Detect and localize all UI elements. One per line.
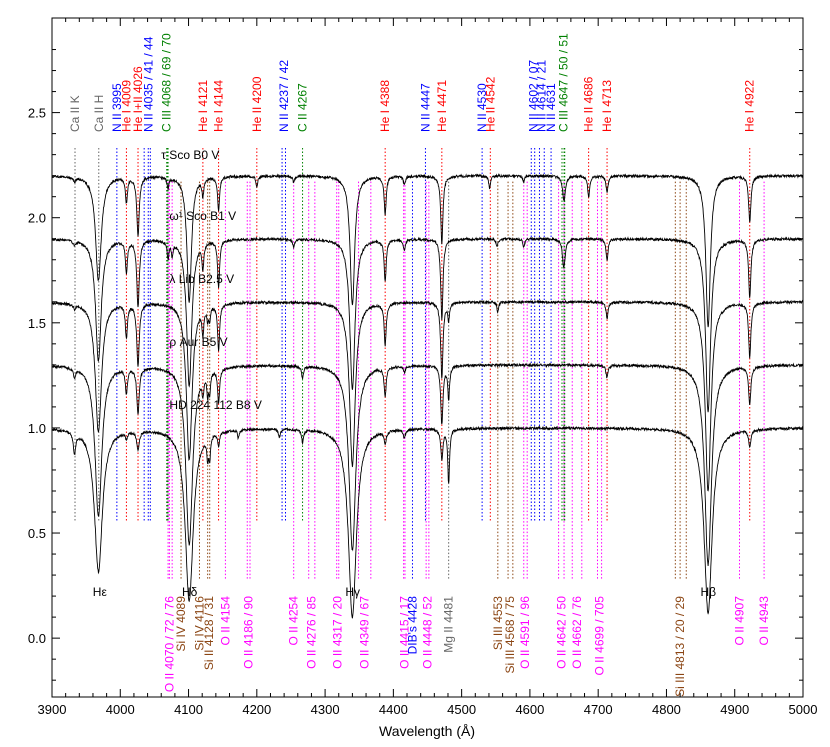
spectrum-line <box>51 236 804 413</box>
bottom-line-label: O II 4943 <box>757 596 771 646</box>
star-label: ρ Aur B5 V <box>169 335 227 349</box>
bottom-line-label: Si IV 4116 <box>192 596 206 651</box>
x-axis-title: Wavelength (Å) <box>379 723 475 739</box>
top-line-label: N II 4614 / 21 <box>535 60 549 132</box>
top-line-label: N II 3995 <box>110 83 124 132</box>
bottom-line-label: O II 4154 <box>218 596 232 646</box>
top-line-label: N II 4035 / 41 / 44 <box>141 36 155 132</box>
y-tick-label: 1.0 <box>28 421 46 436</box>
y-tick-label: 1.5 <box>28 316 46 331</box>
top-line-label: He I 4121 <box>196 80 210 132</box>
balmer-label: Hε <box>93 585 108 599</box>
bottom-line-label: O II 4662 / 76 <box>570 596 584 669</box>
star-label: λ Lib B2.5 V <box>169 272 234 286</box>
x-tick-label: 4600 <box>515 702 544 717</box>
balmer-label: Hβ <box>701 585 717 599</box>
spectrum-line <box>51 362 804 566</box>
top-line-label: N II 4530 <box>475 83 489 132</box>
top-line-label: C III 4068 / 69 / 70 <box>160 33 174 132</box>
top-line-label: He II 4686 <box>582 76 596 132</box>
x-tick-label: 4800 <box>652 702 681 717</box>
bottom-line-label: Si II 4128 / 31 <box>202 596 216 670</box>
x-tick-label: 4700 <box>584 702 613 717</box>
bottom-line-label: O II 4276 / 85 <box>304 596 318 669</box>
top-line-label: C II 4267 <box>296 83 310 132</box>
bottom-line-label: O II 4415 / 17 <box>397 596 411 669</box>
bottom-line-label: Si III 4568 / 75 <box>503 596 517 674</box>
bottom-line-label: Si III 4813 / 20 / 29 <box>673 596 687 697</box>
top-line-label: N II 4602 / 07 <box>526 60 540 132</box>
axis-ticks: 3900 4000 4100 4200 4300 4400 4500 4600 4700 4800… <box>28 18 818 717</box>
bottom-line-label: DIB's 4428 <box>405 596 419 655</box>
line-marker-guides <box>74 148 765 579</box>
x-tick-label: 4300 <box>311 702 340 717</box>
y-tick-label: 2.5 <box>28 106 46 121</box>
top-line-label: He II 4542 <box>483 76 497 132</box>
top-line-label: He I+II 4026 <box>131 66 145 132</box>
top-line-label: N II 4631 <box>544 83 558 132</box>
spectra-group <box>51 173 804 619</box>
bottom-line-label: O II 4254 <box>287 596 301 646</box>
top-line-label: He I 4713 <box>600 80 614 132</box>
spectrum-line <box>51 173 804 328</box>
top-line-label: Ca II K <box>68 95 82 132</box>
x-tick-label: 4900 <box>720 702 749 717</box>
x-tick-label: 4200 <box>242 702 271 717</box>
bottom-line-label: O II 4349 / 67 <box>358 596 372 669</box>
top-line-label: N II 4237 / 42 <box>277 60 291 132</box>
plot-frame <box>51 17 804 698</box>
star-label: ω¹ Sco B1 V <box>169 209 236 223</box>
bottom-line-label: O II 4642 / 50 <box>554 596 568 669</box>
balmer-label: Hγ <box>345 585 360 599</box>
bottom-line-label: O II 4317 / 20 <box>330 596 344 669</box>
bottom-line-label: Mg II 4481 <box>442 596 456 653</box>
star-labels: τ Sco B0 V ω¹ Sco B1 V λ Lib B2.5 V ρ Aur B… <box>161 148 262 412</box>
y-tick-label: 0.5 <box>28 526 46 541</box>
y-tick-label: 0.0 <box>28 631 46 646</box>
top-line-label: N II 4447 <box>418 83 432 132</box>
star-label: τ Sco B0 V <box>161 148 219 162</box>
bottom-line-label: O II 4591 / 96 <box>518 596 532 669</box>
star-label: HD 224 112 B8 V <box>169 398 262 412</box>
x-tick-label: 4500 <box>447 702 476 717</box>
x-tick-label: 5000 <box>789 702 818 717</box>
x-tick-label: 4000 <box>106 702 135 717</box>
balmer-label: Hδ <box>182 585 198 599</box>
x-tick-label: 3900 <box>38 702 67 717</box>
bottom-line-label: O II 4907 <box>733 596 747 646</box>
top-line-label: He I 4471 <box>435 80 449 132</box>
spectrum-line <box>51 425 804 619</box>
y-tick-label: 2.0 <box>28 211 46 226</box>
top-line-label: Ca II H <box>92 95 106 132</box>
top-line-label: He I 4144 <box>212 80 226 132</box>
bottom-line-label: O II 4186 / 90 <box>242 596 256 669</box>
top-line-label: C III 4647 / 50 / 51 <box>556 33 570 132</box>
top-line-label: He II 4200 <box>250 76 264 132</box>
bottom-line-label: O II 4699 / 705 <box>593 596 607 676</box>
x-tick-label: 4100 <box>174 702 203 717</box>
top-line-label: He I 4922 <box>743 80 757 132</box>
top-line-label: He I 4009 <box>119 80 133 132</box>
spectrum-line <box>51 299 804 492</box>
bottom-line-label: O II 4070 / 72 / 76 <box>162 596 176 692</box>
bottom-line-label: Si IV 4089 <box>174 596 188 652</box>
bottom-line-label: Si III 4553 <box>491 596 505 650</box>
top-line-label: He I 4388 <box>378 80 392 132</box>
x-tick-label: 4400 <box>379 702 408 717</box>
bottom-line-label: O II 4448 / 52 <box>421 596 435 669</box>
